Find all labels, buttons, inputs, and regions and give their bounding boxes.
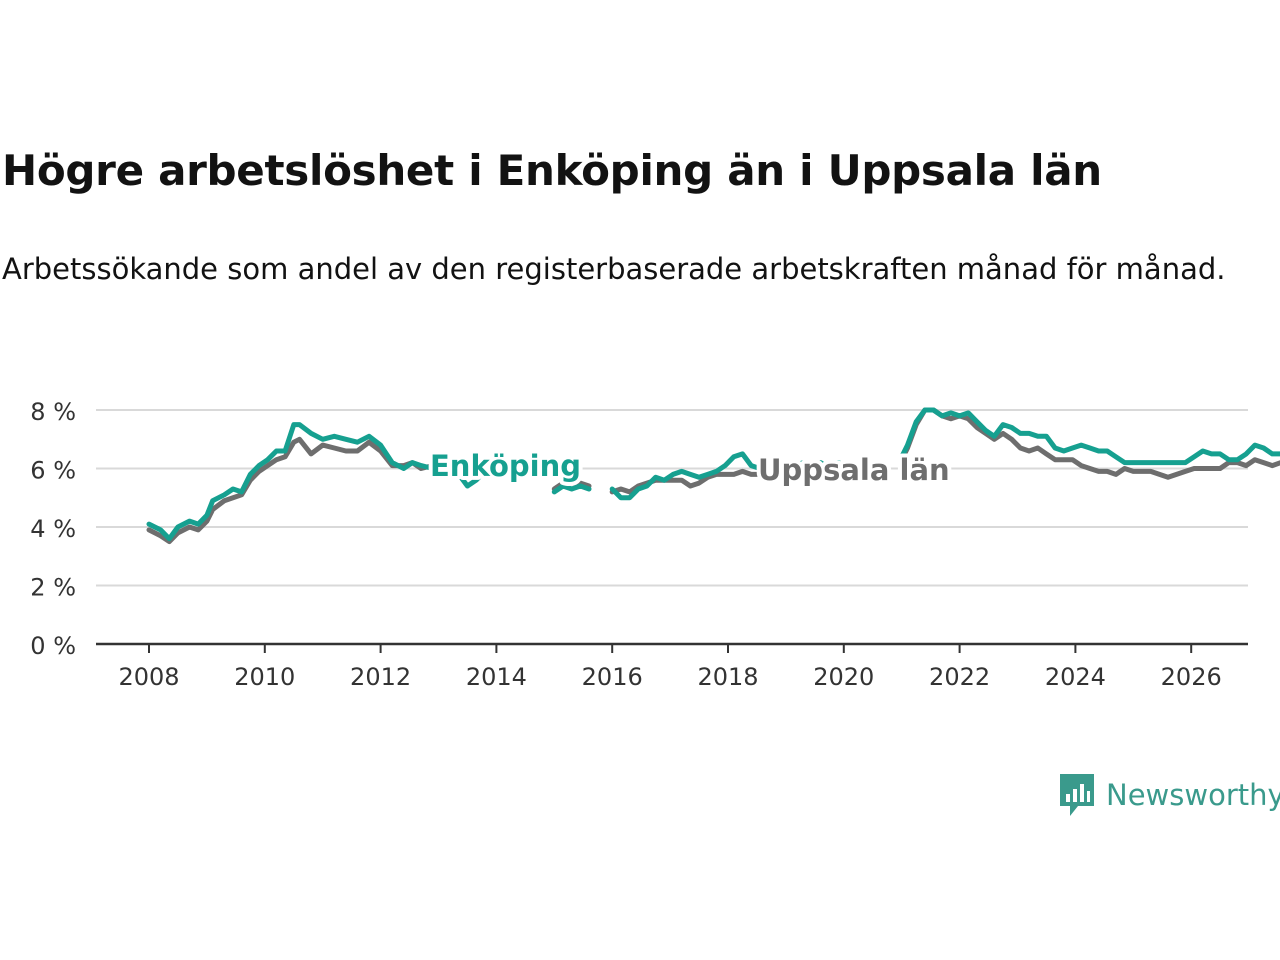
series-inline-label: Enköping [430, 449, 581, 483]
newsworthy-brand: Newsworthy [1058, 772, 1280, 818]
x-tick-label: 2026 [1161, 663, 1222, 691]
axes: 0 % 2 % 4 % 6 % 8 % 2008 2010 2012 2014 2016 2018 2… [30, 398, 1248, 691]
series-line-enk-ping [146, 407, 1280, 542]
chart-subtitle: Arbetssökande som andel av den registerb… [2, 252, 1226, 286]
newsworthy-logo-icon [1060, 774, 1094, 816]
x-tick-label: 2024 [1045, 663, 1106, 691]
series-inline-label: Uppsala län [758, 453, 950, 487]
chart-title: Högre arbetslöshet i Enköping än i Uppsa… [2, 146, 1102, 195]
x-tick-label: 2022 [929, 663, 990, 691]
series-inline-label-halo: Uppsala län [758, 453, 950, 487]
x-tick-label: 2012 [350, 663, 411, 691]
y-tick-label: 4 % [30, 515, 76, 543]
series-lines [146, 407, 1280, 545]
x-tick-label: 2008 [118, 663, 179, 691]
x-tick-label: 2014 [466, 663, 527, 691]
x-tick-label: 2010 [234, 663, 295, 691]
y-tick-label: 8 % [30, 398, 76, 426]
brand-name: Newsworthy [1106, 778, 1280, 812]
x-tick-label: 2018 [697, 663, 758, 691]
series-inline-label-halo: Enköping [430, 449, 581, 483]
y-tick-label: 2 % [30, 574, 76, 602]
y-tick-label: 6 % [30, 457, 76, 485]
y-tick-label: 0 % [30, 632, 76, 660]
x-tick-label: 2016 [582, 663, 643, 691]
series-line-uppsala-l-n [146, 407, 1280, 545]
grid-lines [96, 409, 1248, 587]
x-tick-label: 2020 [813, 663, 874, 691]
